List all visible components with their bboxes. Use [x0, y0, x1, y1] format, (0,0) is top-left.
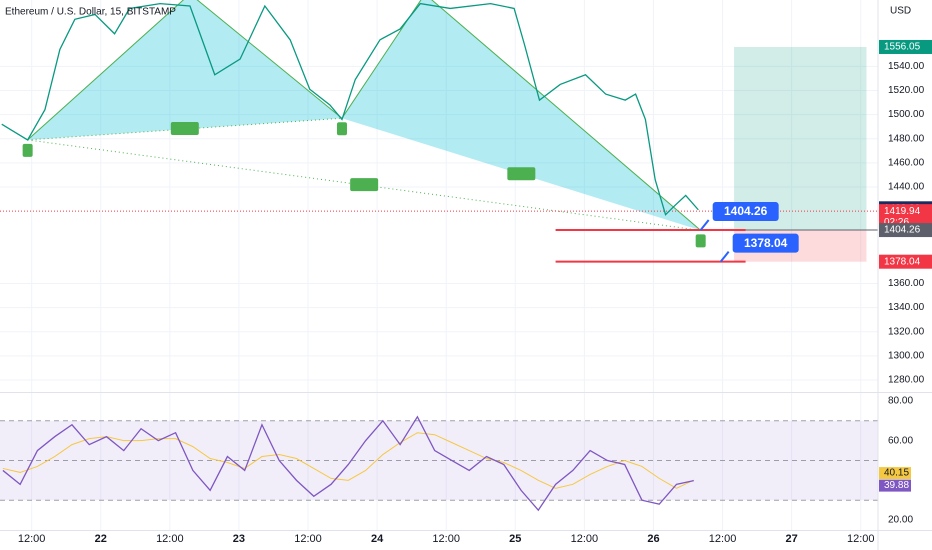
pattern-area — [341, 0, 701, 231]
pattern-leg — [196, 0, 343, 119]
rsi-axis-tag — [879, 467, 911, 480]
y-tick-label: 1540.00 — [888, 61, 925, 72]
x-tick-label: 12:00 — [432, 533, 460, 545]
x-tick-label: 12:00 — [847, 533, 875, 545]
price-axis-label: 1556.05 — [884, 42, 921, 53]
x-tick-label: 26 — [647, 533, 659, 545]
callout-label: 1404.26 — [724, 204, 768, 218]
x-tick-label: 22 — [95, 533, 107, 545]
callout-box — [712, 202, 779, 222]
pattern-dotted — [27, 117, 343, 141]
x-tick-label: 12:00 — [156, 533, 184, 545]
price-axis-countdown: 02:26 — [884, 217, 909, 228]
x-tick-label: 25 — [509, 533, 521, 545]
pattern-point-box — [336, 122, 347, 136]
x-tick-label: 12:00 — [571, 533, 599, 545]
rsi-band — [0, 420, 878, 501]
y-tick-label: 1280.00 — [888, 375, 925, 386]
rsi-line — [2, 415, 694, 512]
x-tick-label: 23 — [233, 533, 245, 545]
x-tick-label: 24 — [371, 533, 384, 545]
callout-box — [732, 233, 799, 253]
rsi-axis-tag — [879, 479, 911, 492]
callout-label: 1378.04 — [744, 236, 788, 250]
y-tick-label: 1320.00 — [888, 326, 925, 337]
rsi-axis-label: 40.15 — [884, 468, 909, 479]
rsi-axis-label: 39.88 — [884, 480, 909, 491]
rsi-pane — [0, 415, 878, 512]
pattern-leg — [431, 0, 701, 231]
y-tick-label: 1500.00 — [888, 109, 925, 120]
y-tick-label: 1340.00 — [888, 302, 925, 313]
x-tick-label: 12:00 — [294, 533, 322, 545]
x-tick-label: 27 — [786, 533, 798, 545]
price-axis-tag — [879, 39, 932, 54]
pattern-point-box — [695, 234, 706, 248]
rsi-line — [2, 432, 694, 489]
pattern-point-box — [22, 143, 33, 157]
currency: USD — [890, 6, 911, 17]
x-tick-label: 12:00 — [709, 533, 737, 545]
pattern-area — [27, 0, 342, 140]
callout-pointer — [719, 251, 730, 263]
price-line — [1, 2, 699, 216]
chart-title: Ethereum / U.S. Dollar, 15, BITSTAMP — [5, 7, 176, 18]
y-tick-label: 1440.00 — [888, 182, 925, 193]
y-tick-label: 1300.00 — [888, 350, 925, 361]
pattern-leg — [27, 0, 185, 141]
callout-pointer — [699, 219, 710, 231]
price-axis-label: 1404.26 — [884, 225, 921, 236]
price-axis-label: 1419.94 — [884, 206, 921, 217]
price-axis-tag — [879, 223, 932, 238]
y-tick-label: 1480.00 — [888, 133, 925, 144]
x-tick-label: 12:00 — [18, 533, 46, 545]
price-pane — [0, 0, 878, 263]
rsi-tick-label: 80.00 — [888, 396, 913, 407]
y-tick-label: 1520.00 — [888, 85, 925, 96]
pattern-ratio-box — [170, 122, 199, 136]
price-axis-label: 1378.04 — [884, 256, 921, 267]
profit-zone — [734, 46, 867, 231]
rsi-tick-label: 60.00 — [888, 435, 913, 446]
y-tick-label: 1360.00 — [888, 278, 925, 289]
pattern-ratio-box — [507, 167, 536, 181]
price-axis-tag — [879, 254, 932, 269]
y-tick-label: 1460.00 — [888, 157, 925, 168]
pattern-ratio-box — [350, 178, 379, 192]
rsi-tick-label: 20.00 — [888, 515, 913, 526]
